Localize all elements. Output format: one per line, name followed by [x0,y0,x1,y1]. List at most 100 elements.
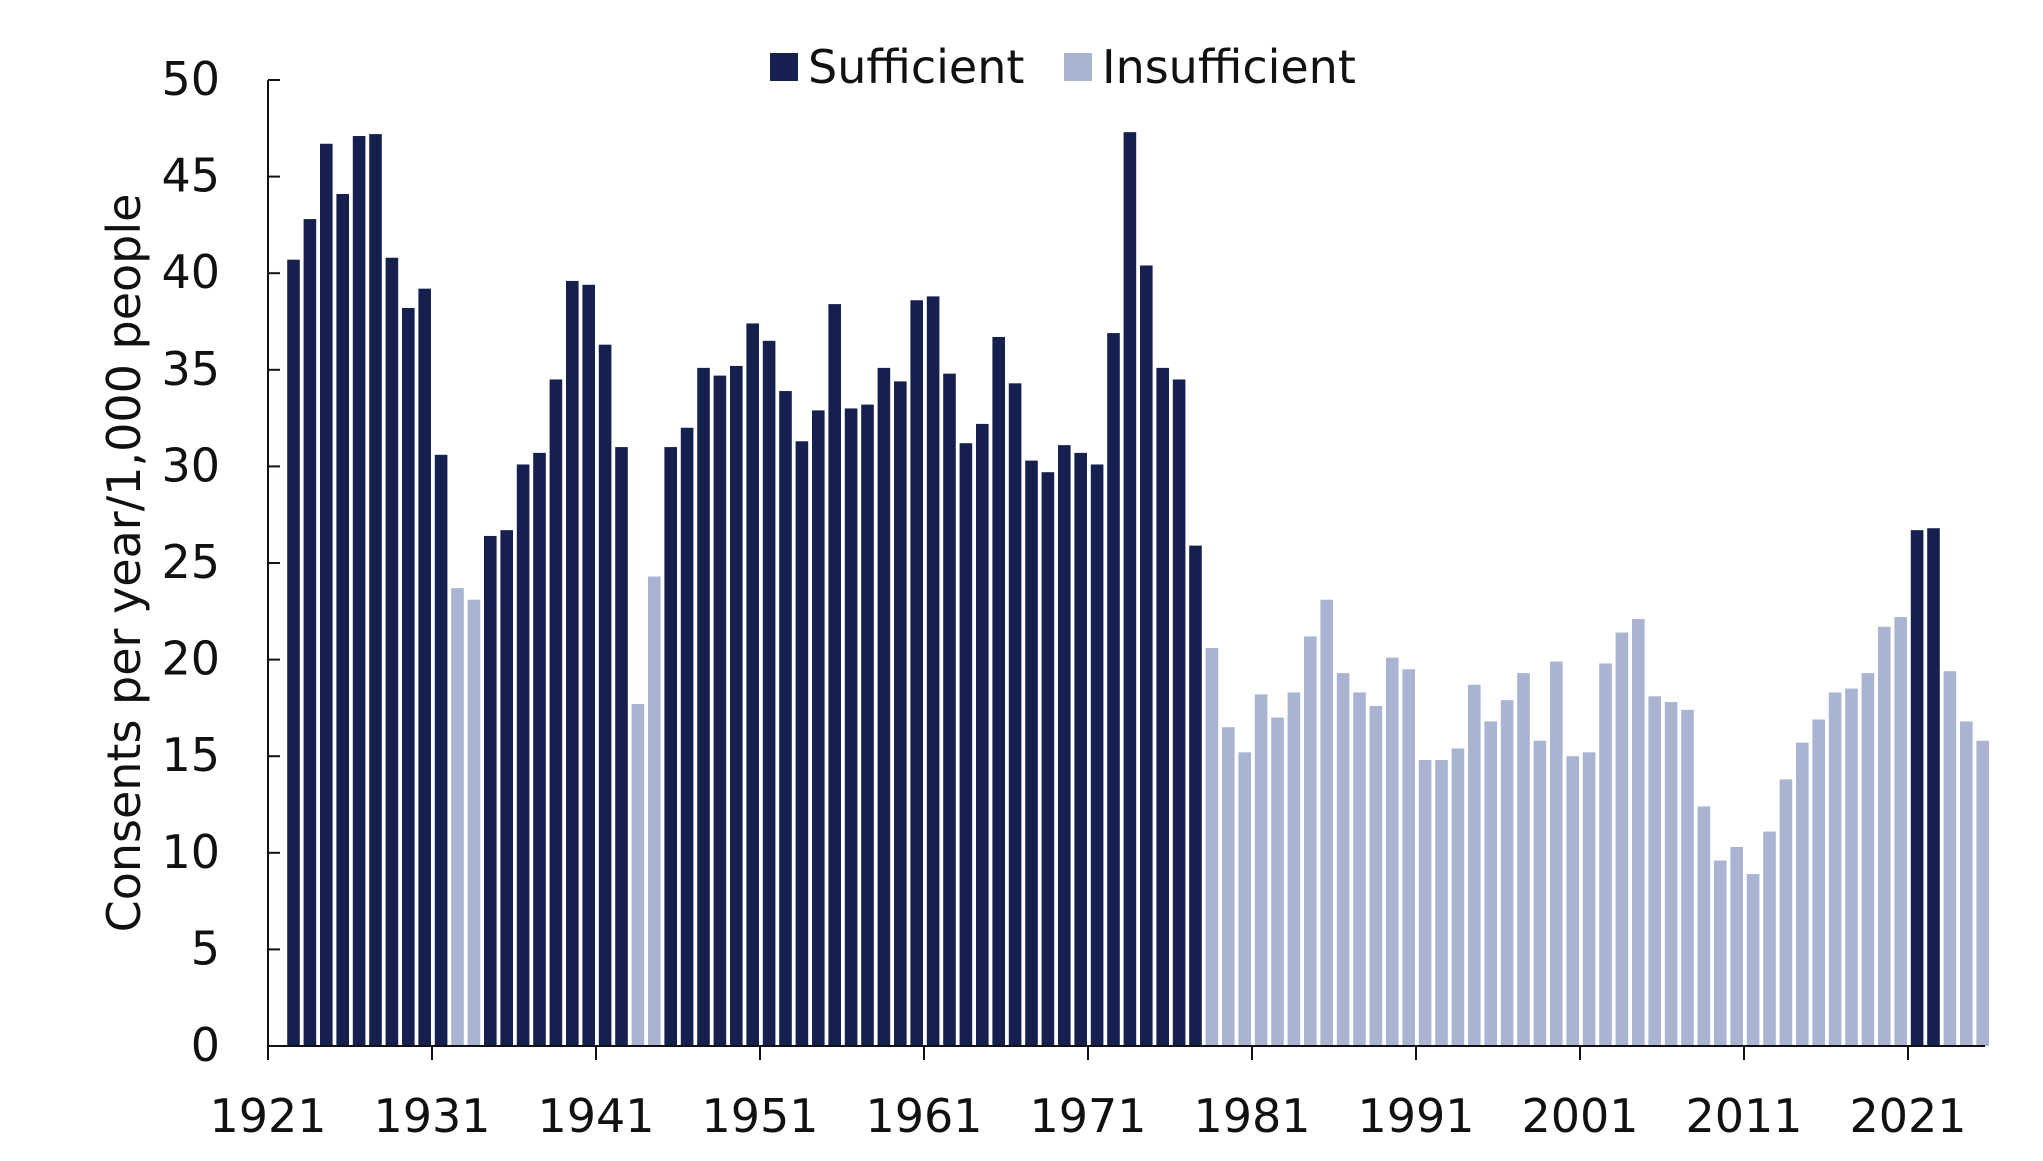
bar-2013 [1779,779,1793,1046]
bar-1931 [434,454,448,1046]
x-tick-label: 1991 [1357,1089,1474,1143]
y-tick-label: 10 [161,825,220,879]
bar-1927 [369,134,382,1047]
bar-1952 [779,391,792,1046]
x-tick-label: 1971 [1029,1089,1146,1143]
x-tick-label: 2021 [1849,1089,1966,1143]
bar-1990 [1402,669,1415,1046]
legend-label-insufficient: Insufficient [1102,40,1356,94]
bar-1930 [418,288,431,1046]
bar-1983 [1287,692,1301,1046]
bar-1956 [844,408,858,1046]
bar-1998 [1533,740,1547,1046]
y-tick-label: 40 [161,245,220,299]
bar-1934 [484,535,497,1046]
bar-1976 [1172,379,1186,1047]
bar-1928 [385,257,399,1046]
bar-2011 [1746,874,1760,1046]
bar-2023 [1943,671,1957,1046]
y-tick-label: 50 [161,52,220,106]
bar-1989 [1386,657,1399,1046]
bar-1982 [1271,717,1284,1046]
bars-group [287,132,1989,1047]
bar-1999 [1550,661,1563,1046]
bar-2025 [1976,740,1989,1046]
bar-1973 [1123,132,1137,1046]
bar-1978 [1205,648,1219,1046]
bar-2009 [1714,860,1727,1046]
bar-2019 [1878,626,1891,1046]
y-tick-label: 45 [161,149,220,203]
bar-1939 [566,280,579,1046]
bar-2022 [1927,528,1940,1046]
bar-1954 [812,410,825,1046]
bar-1945 [664,447,677,1047]
bar-1958 [877,367,891,1046]
bar-2017 [1845,688,1858,1046]
bar-2002 [1599,663,1612,1046]
bar-1980 [1238,752,1251,1046]
bar-2012 [1763,831,1776,1046]
bar-1994 [1468,684,1481,1046]
bar-1941 [598,344,612,1046]
bar-1997 [1517,673,1530,1046]
bar-1944 [648,576,661,1046]
bar-1933 [467,599,481,1046]
bar-1959 [894,381,907,1046]
x-tick-label: 1961 [865,1089,982,1143]
bar-1967 [1025,460,1038,1047]
bar-1981 [1254,694,1268,1046]
bar-1970 [1074,452,1087,1046]
bar-1974 [1140,265,1153,1047]
bar-1924 [320,143,333,1046]
bar-2016 [1828,692,1842,1046]
bar-1988 [1369,705,1383,1046]
y-tick-label: 35 [161,342,220,396]
bar-1975 [1156,367,1169,1046]
bar-1963 [959,443,973,1047]
bar-2006 [1664,702,1678,1046]
bar-2015 [1812,719,1825,1046]
bar-2004 [1632,619,1645,1046]
bar-1929 [402,307,415,1047]
bar-1948 [713,375,727,1047]
legend: Sufficient Insufficient [770,40,1356,94]
legend-label-sufficient: Sufficient [808,40,1024,94]
bar-2001 [1582,752,1596,1046]
legend-swatch-insufficient [1064,53,1092,81]
bar-1971 [1090,464,1104,1047]
bar-1946 [680,427,694,1046]
x-tick-label: 2011 [1685,1089,1802,1143]
legend-swatch-sufficient [770,53,798,81]
bar-1922 [287,259,300,1046]
bar-1986 [1336,673,1350,1046]
bar-2008 [1697,806,1711,1046]
x-tick-label: 1981 [1193,1089,1310,1143]
bar-1992 [1435,760,1448,1046]
bar-1964 [976,423,989,1046]
bar-2024 [1960,721,1973,1046]
bar-1935 [500,530,513,1046]
bar-1977 [1189,545,1202,1046]
bar-1972 [1107,333,1120,1047]
bar-1947 [697,367,710,1046]
bar-1942 [615,447,628,1047]
x-tick-label: 1951 [701,1089,818,1143]
x-tick-label: 1941 [537,1089,654,1143]
bar-1923 [303,219,317,1047]
bar-1932 [451,588,464,1046]
bar-2021 [1910,530,1924,1046]
bar-1993 [1451,748,1465,1046]
x-axis: 1921 1931 1941 1951 1961 1971 1981 1991 2001 2011… [209,1045,1985,1143]
bar-2003 [1615,632,1629,1046]
bar-1984 [1304,636,1317,1046]
x-tick-label: 2001 [1521,1089,1638,1143]
bar-1949 [730,365,743,1046]
x-tick-label: 1921 [209,1089,326,1143]
y-axis-title: Consents per year/1,000 people [97,194,151,933]
bar-1965 [992,336,1005,1047]
y-tick-label: 30 [161,438,220,492]
bar-2020 [1894,617,1907,1046]
bar-1943 [631,704,645,1046]
